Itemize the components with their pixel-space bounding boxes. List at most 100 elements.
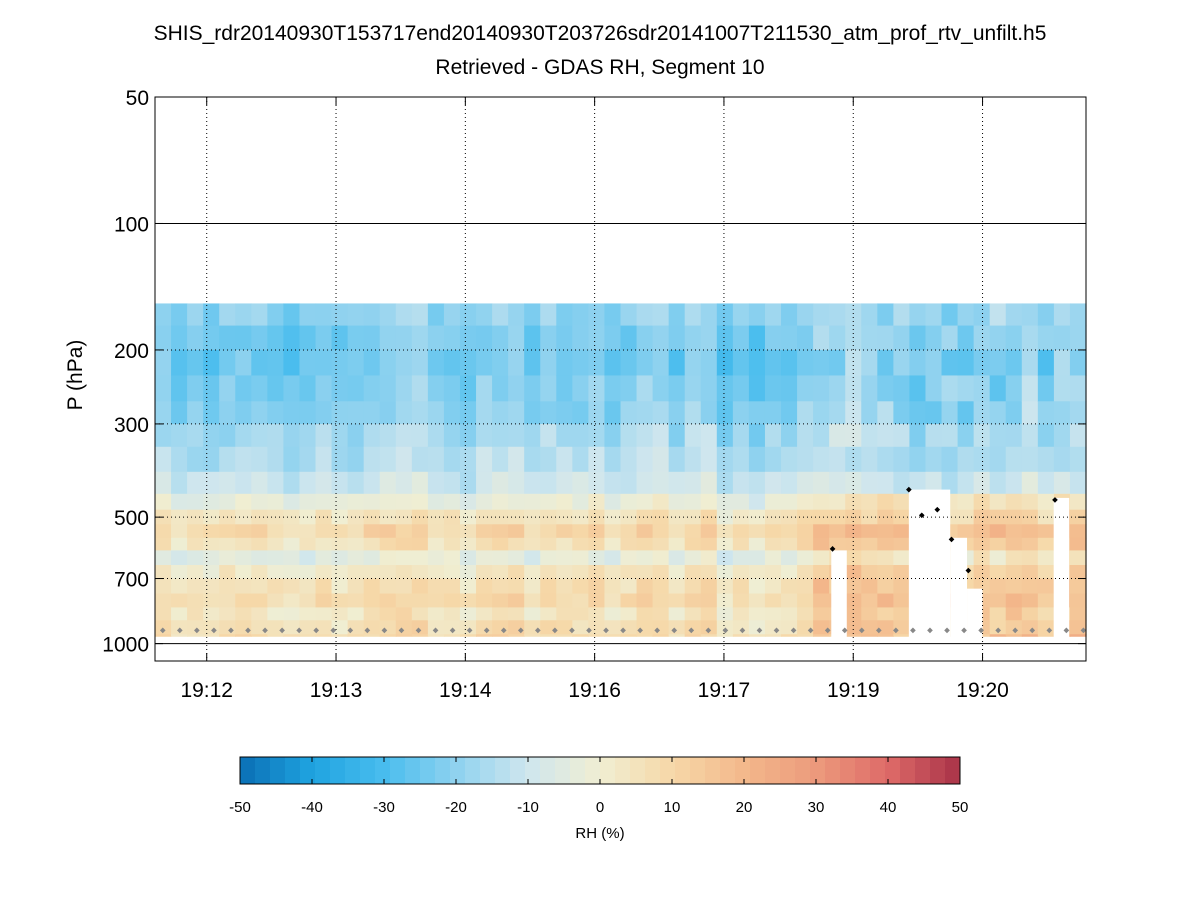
heatmap-cell <box>700 325 718 351</box>
heatmap-cell <box>443 349 461 377</box>
surface-marker <box>398 627 405 634</box>
heatmap-cell <box>748 593 766 608</box>
heatmap-cell <box>203 578 220 595</box>
heatmap-cell <box>620 325 638 351</box>
colorbar-segment <box>735 757 751 784</box>
heatmap-cell <box>716 620 734 635</box>
heatmap-cell <box>572 303 589 327</box>
heatmap-cell <box>732 634 750 637</box>
heatmap-cell <box>219 565 236 580</box>
heatmap-cell <box>363 550 381 566</box>
heatmap-cell <box>283 620 301 635</box>
heatmap-cell <box>556 303 573 327</box>
heatmap-cell <box>764 493 782 511</box>
heatmap-cell <box>973 375 991 402</box>
heatmap-cell <box>203 620 220 635</box>
heatmap-cell <box>251 493 268 511</box>
y-tick-label: 100 <box>114 213 149 236</box>
colorbar-segment <box>765 757 781 784</box>
heatmap-cell <box>171 537 188 551</box>
heatmap-cell <box>251 524 268 539</box>
heatmap-cell <box>459 550 477 566</box>
heatmap-cell <box>155 578 172 595</box>
surface-marker <box>535 627 541 634</box>
cloud-top-marker <box>948 536 955 543</box>
surface-marker <box>756 627 763 634</box>
heatmap-cell <box>845 620 862 635</box>
heatmap-cell <box>716 349 734 377</box>
heatmap-cell <box>957 423 975 448</box>
heatmap-cell <box>989 578 1007 595</box>
heatmap-cell <box>540 524 557 539</box>
heatmap-cell <box>427 607 445 621</box>
heatmap-cell <box>315 620 333 635</box>
heatmap-cell <box>379 509 397 525</box>
heatmap-cell <box>636 565 654 580</box>
heatmap-cell <box>476 423 493 448</box>
heatmap-cell <box>443 550 461 566</box>
heatmap-cell <box>572 423 589 448</box>
heatmap-cell <box>1005 524 1023 539</box>
heatmap-cell <box>748 375 766 402</box>
heatmap-cell <box>700 375 718 402</box>
heatmap-cell <box>476 303 493 327</box>
heatmap-cell <box>347 593 365 608</box>
surface-marker <box>517 627 524 634</box>
heatmap-cell <box>748 607 766 621</box>
heatmap-cell <box>203 446 220 473</box>
heatmap-cell <box>684 620 702 635</box>
heatmap-cell <box>508 550 525 566</box>
surface-marker <box>364 627 371 634</box>
heatmap-cell <box>331 634 349 637</box>
heatmap-cell <box>652 634 670 637</box>
heatmap-cell <box>427 593 445 608</box>
heatmap-cell <box>989 537 1007 551</box>
heatmap-cell <box>620 509 638 525</box>
heatmap-cell <box>572 620 589 635</box>
heatmap-cell <box>652 349 670 377</box>
heatmap-cell <box>781 565 798 580</box>
heatmap-cell <box>732 401 750 425</box>
heatmap-cell <box>476 537 493 551</box>
heatmap-cell <box>636 578 654 595</box>
heatmap-cell <box>459 401 477 425</box>
heatmap-cell <box>219 423 236 448</box>
heatmap-cell <box>668 325 686 351</box>
heatmap-cell <box>989 325 1007 351</box>
heatmap-cell <box>347 401 365 425</box>
cloud-top-marker <box>918 512 925 519</box>
heatmap-cell <box>572 349 589 377</box>
heatmap-cell <box>267 593 285 608</box>
colorbar-segment <box>585 757 601 784</box>
heatmap-cell <box>572 550 589 566</box>
heatmap-cell <box>219 471 236 495</box>
heatmap-cell <box>476 524 493 539</box>
heatmap-cell <box>652 565 670 580</box>
heatmap-cell <box>283 423 301 448</box>
heatmap-cell <box>347 493 365 511</box>
heatmap-cell <box>620 524 638 539</box>
heatmap-cell <box>572 493 589 511</box>
heatmap-cell <box>668 303 686 327</box>
heatmap-cell <box>893 509 911 525</box>
heatmap-cell <box>315 423 333 448</box>
surface-marker <box>466 627 473 634</box>
heatmap-cell <box>219 303 236 327</box>
heatmap-cell <box>315 593 333 608</box>
heatmap-cell <box>1037 565 1055 580</box>
heatmap-cell <box>700 471 718 495</box>
heatmap-cell <box>283 349 301 377</box>
heatmap-cell <box>540 303 557 327</box>
heatmap-cell <box>797 524 814 539</box>
heatmap-cell <box>1069 325 1087 351</box>
heatmap-cell <box>893 493 911 511</box>
heatmap-cell <box>379 565 397 580</box>
heatmap-cell <box>411 375 429 402</box>
heatmap-cell <box>652 325 670 351</box>
heatmap-cell <box>508 375 525 402</box>
colorbar-segment <box>330 757 346 784</box>
heatmap-cell <box>861 607 878 621</box>
heatmap-cell <box>379 349 397 377</box>
heatmap-cell <box>524 537 541 551</box>
